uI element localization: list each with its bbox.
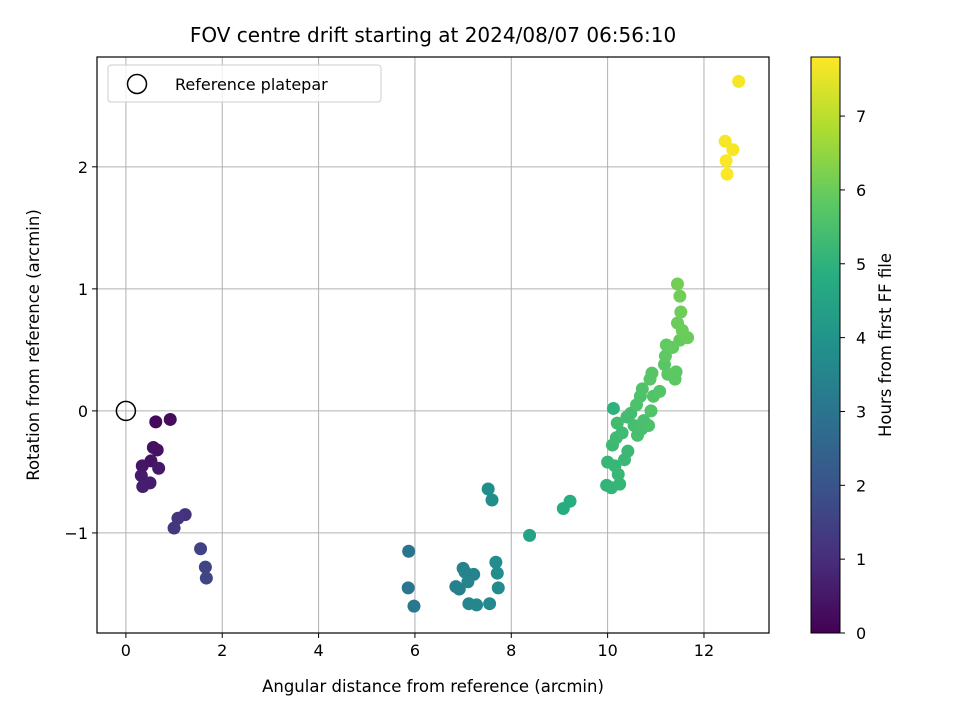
data-point <box>719 154 733 168</box>
data-point <box>483 597 497 611</box>
reference-platepar-marker <box>115 400 137 422</box>
data-point <box>610 416 624 430</box>
colorbar-tick-label: 4 <box>856 329 866 348</box>
data-point <box>615 426 629 440</box>
colorbar-tick-label: 1 <box>856 550 866 569</box>
data-point <box>194 542 208 556</box>
data-point <box>167 521 181 535</box>
data-point <box>720 167 734 181</box>
data-point <box>658 349 672 363</box>
data-point <box>613 477 627 491</box>
data-point <box>163 412 177 426</box>
data-point <box>675 323 689 337</box>
data-point <box>135 459 149 473</box>
y-tick-label: −1 <box>64 524 88 543</box>
legend-marker-icon <box>126 73 148 95</box>
data-point <box>134 469 148 483</box>
y-axis-ticks: −1 0 1 2 <box>64 158 97 543</box>
data-point <box>673 289 687 303</box>
colorbar-ticks: 0 1 2 3 4 5 6 7 <box>840 107 866 643</box>
y-tick-label: 2 <box>78 158 88 177</box>
data-point <box>149 415 163 429</box>
data-point <box>491 581 505 595</box>
colorbar-gradient <box>810 56 841 634</box>
x-tick-label: 0 <box>121 641 131 660</box>
data-point <box>669 365 683 379</box>
data-point <box>621 444 635 458</box>
data-point <box>606 401 620 415</box>
data-point <box>726 143 740 157</box>
data-point <box>401 581 415 595</box>
data-point <box>718 134 732 148</box>
x-tick-label: 6 <box>410 641 420 660</box>
colorbar-tick-label: 3 <box>856 402 866 421</box>
reference-marker-layer <box>115 400 137 422</box>
data-point <box>150 443 164 457</box>
data-points <box>134 74 746 613</box>
colorbar-tick-label: 7 <box>856 107 866 126</box>
data-point <box>674 305 688 319</box>
colorbar-tick-label: 0 <box>856 624 866 643</box>
chart-title: FOV centre drift starting at 2024/08/07 … <box>190 23 676 47</box>
colorbar-label: Hours from first FF file <box>876 253 895 437</box>
colorbar-tick-label: 2 <box>856 476 866 495</box>
x-axis-ticks: 0 2 4 6 8 10 12 <box>121 633 714 660</box>
y-tick-label: 0 <box>78 402 88 421</box>
data-point <box>523 528 537 542</box>
data-point <box>470 598 484 612</box>
data-point <box>489 555 503 569</box>
x-axis-label: Angular distance from reference (arcmin) <box>262 677 604 696</box>
colorbar-tick-label: 6 <box>856 181 866 200</box>
grid-lines <box>97 57 769 633</box>
data-point <box>635 382 649 396</box>
data-point <box>402 544 416 558</box>
plot-frame <box>96 56 770 634</box>
y-axis-label: Rotation from reference (arcmin) <box>24 209 43 481</box>
data-point <box>644 404 658 418</box>
data-point <box>481 482 495 496</box>
colorbar: 0 1 2 3 4 5 6 7 Hours from first FF file <box>810 56 895 643</box>
x-tick-label: 10 <box>597 641 617 660</box>
x-tick-label: 8 <box>506 641 516 660</box>
data-point <box>452 582 466 596</box>
legend-box <box>107 64 382 103</box>
data-point <box>199 571 213 585</box>
x-tick-label: 2 <box>217 641 227 660</box>
data-point <box>732 74 746 88</box>
data-point <box>653 384 667 398</box>
data-point <box>198 560 212 574</box>
x-tick-label: 4 <box>313 641 323 660</box>
data-point <box>670 277 684 291</box>
data-point <box>152 461 166 475</box>
data-point <box>171 511 185 525</box>
legend-label: Reference platepar <box>175 75 328 94</box>
legend: Reference platepar <box>107 64 382 103</box>
data-point <box>642 419 656 433</box>
data-point <box>485 493 499 507</box>
y-tick-label: 1 <box>78 280 88 299</box>
data-point <box>461 575 475 589</box>
data-point <box>563 494 577 508</box>
data-point <box>407 599 421 613</box>
colorbar-tick-label: 5 <box>856 255 866 274</box>
data-point <box>136 480 150 494</box>
x-tick-label: 12 <box>694 641 714 660</box>
data-point <box>611 467 625 481</box>
data-point <box>490 566 504 580</box>
data-point <box>645 366 659 380</box>
